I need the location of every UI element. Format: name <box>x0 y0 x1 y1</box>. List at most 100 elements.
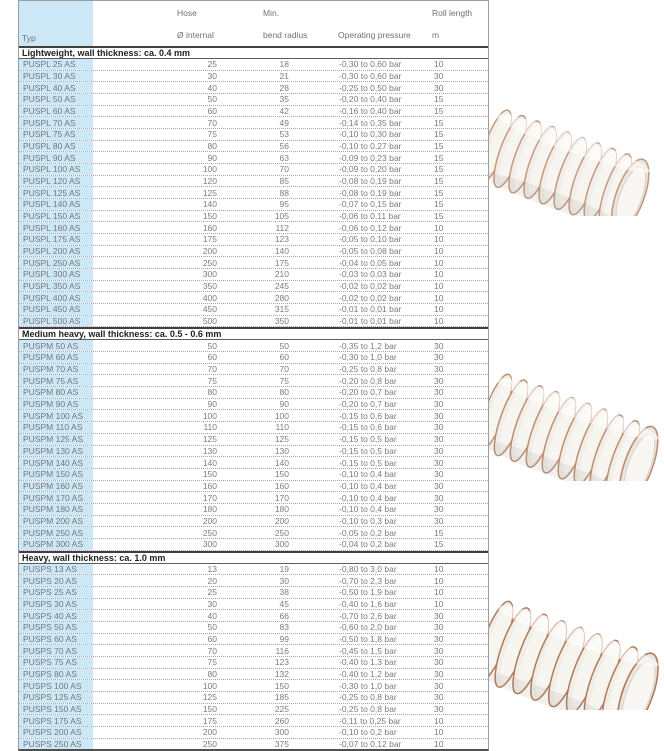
spiral-hose-photo-1 <box>489 84 664 216</box>
table-row: PUSPL 70 AS 70 49 -0,14 to 0,35 bar 15 <box>19 117 488 130</box>
cell-bend-radius: 35 <box>279 94 289 105</box>
spiral-hose-photo-3 <box>489 577 664 710</box>
cell-diameter-internal: 30 <box>207 71 217 81</box>
cell-roll-length: 30 <box>434 434 444 445</box>
table-row: PUSPL 250 AS 250 175 -0,04 to 0,05 bar 10 <box>19 257 488 270</box>
cell-operating-pressure: -0,15 to 0,5 bar <box>339 434 397 445</box>
table-row: PUSPS 13 AS 13 19 -0,80 to 3,0 bar 10 <box>19 563 488 576</box>
cell-typ: PUSPM 140 AS <box>19 457 93 468</box>
cell-diameter-internal: 160 <box>202 480 217 491</box>
cell-operating-pressure: -0,09 to 0,20 bar <box>339 164 402 175</box>
cell-operating-pressure: -0,05 to 0,2 bar <box>339 527 397 538</box>
header-diameter-internal: Ø internal <box>177 30 214 40</box>
cell-diameter-internal: 90 <box>207 399 217 410</box>
cell-diameter-internal: 140 <box>202 199 217 210</box>
cell-bend-radius: 53 <box>279 129 289 140</box>
cell-typ: PUSPL 450 AS <box>19 304 93 315</box>
cell-bend-radius: 260 <box>274 715 289 726</box>
cell-roll-length: 30 <box>434 422 444 433</box>
cell-roll-length: 30 <box>434 375 444 386</box>
cell-operating-pressure: -0,30 to 1,0 bar <box>339 680 397 691</box>
cell-diameter-internal: 300 <box>202 539 217 550</box>
cell-typ: PUSPL 25 AS <box>19 59 93 70</box>
cell-diameter-internal: 120 <box>202 176 217 187</box>
cell-operating-pressure: -0,06 to 0,11 bar <box>339 211 401 222</box>
cell-roll-length: 15 <box>434 539 444 550</box>
table-row: PUSPL 75 AS 75 53 -0,10 to 0,30 bar 15 <box>19 129 488 141</box>
cell-bend-radius: 38 <box>279 587 289 598</box>
cell-typ: PUSPL 500 AS <box>19 315 93 327</box>
cell-roll-length: 30 <box>434 71 444 81</box>
cell-diameter-internal: 60 <box>207 633 217 644</box>
cell-typ: PUSPS 70 AS <box>19 645 93 656</box>
cell-roll-length: 30 <box>434 445 444 456</box>
cell-typ: PUSPM 180 AS <box>19 503 93 515</box>
cell-operating-pressure: -0,40 to 1,6 bar <box>339 598 397 609</box>
cell-diameter-internal: 13 <box>207 563 217 574</box>
table-row: PUSPL 150 AS 150 105 -0,06 to 0,11 bar 15 <box>19 210 488 223</box>
cell-operating-pressure: -0,30 to 0,60 bar <box>339 71 402 81</box>
cell-bend-radius: 18 <box>279 59 289 70</box>
cell-operating-pressure: -0,01 to 0,01 bar <box>339 316 402 327</box>
cell-bend-radius: 70 <box>279 364 289 375</box>
cell-roll-length: 30 <box>434 657 444 668</box>
table-row: PUSPL 350 AS 350 245 -0,02 to 0,02 bar 10 <box>19 280 488 293</box>
table-row: PUSPM 250 AS 250 250 -0,05 to 0,2 bar 15 <box>19 527 488 539</box>
cell-diameter-internal: 250 <box>202 257 217 268</box>
cell-roll-length: 30 <box>434 480 444 491</box>
cell-typ: PUSPM 100 AS <box>19 410 93 422</box>
cell-typ: PUSPL 160 AS <box>19 222 93 234</box>
cell-bend-radius: 185 <box>274 692 289 703</box>
cell-diameter-internal: 70 <box>207 364 217 375</box>
cell-typ: PUSPL 140 AS <box>19 199 93 210</box>
cell-roll-length: 30 <box>434 492 444 503</box>
table-row: PUSPM 110 AS 110 110 -0,15 to 0,6 bar 30 <box>19 422 488 434</box>
cell-roll-length: 10 <box>434 269 444 280</box>
cell-diameter-internal: 175 <box>202 234 217 245</box>
cell-bend-radius: 42 <box>279 106 289 117</box>
cell-typ: PUSPM 160 AS <box>19 480 93 492</box>
cell-roll-length: 10 <box>434 598 444 609</box>
cell-operating-pressure: -0,15 to 0,5 bar <box>339 457 397 468</box>
cell-bend-radius: 30 <box>279 575 289 586</box>
table-row: PUSPL 60 AS 60 42 -0,16 to 0,40 bar 15 <box>19 105 488 118</box>
cell-roll-length: 30 <box>434 364 444 375</box>
cell-typ: PUSPL 60 AS <box>19 105 93 117</box>
cell-roll-length: 30 <box>434 703 444 714</box>
table-row: PUSPL 175 AS 175 123 -0,05 to 0,10 bar 10 <box>19 234 488 246</box>
table-row: PUSPM 300 AS 300 300 -0,04 to 0,2 bar 15 <box>19 538 488 551</box>
cell-diameter-internal: 160 <box>202 222 217 233</box>
cell-typ: PUSPL 50 AS <box>19 94 93 105</box>
cell-roll-length: 10 <box>434 575 444 586</box>
table-row: PUSPM 90 AS 90 90 -0,20 to 0,7 bar 30 <box>19 398 488 411</box>
cell-operating-pressure: -0,10 to 0,3 bar <box>339 515 397 526</box>
cell-operating-pressure: -0,11 to 0,25 bar <box>339 715 401 726</box>
cell-diameter-internal: 80 <box>207 141 217 152</box>
cell-bend-radius: 85 <box>279 176 289 187</box>
cell-bend-radius: 49 <box>279 117 289 128</box>
cell-typ: PUSPS 50 AS <box>19 621 93 633</box>
cell-typ: PUSPL 40 AS <box>19 82 93 94</box>
cell-operating-pressure: -0,60 to 2,0 bar <box>339 622 397 633</box>
cell-operating-pressure: -0,04 to 0,05 bar <box>339 257 402 268</box>
cell-diameter-internal: 90 <box>207 152 217 163</box>
section-header: Medium heavy, wall thickness: ca. 0.5 - … <box>19 327 488 341</box>
cell-operating-pressure: -0,30 to 0,60 bar <box>339 59 402 70</box>
cell-diameter-internal: 60 <box>207 106 217 117</box>
cell-diameter-internal: 200 <box>202 515 217 526</box>
cell-roll-length: 30 <box>434 352 444 363</box>
cell-roll-length: 10 <box>434 715 444 726</box>
cell-operating-pressure: -0,10 to 0,4 bar <box>339 480 397 491</box>
cell-bend-radius: 130 <box>274 445 289 456</box>
cell-diameter-internal: 100 <box>202 680 217 691</box>
cell-roll-length: 10 <box>434 738 444 749</box>
table-row: PUSPM 125 AS 125 125 -0,15 to 0,5 bar 30 <box>19 433 488 446</box>
cell-roll-length: 30 <box>434 515 444 526</box>
cell-operating-pressure: -0,04 to 0,2 bar <box>339 539 397 550</box>
table-row: PUSPM 140 AS 140 140 -0,15 to 0,5 bar 30 <box>19 457 488 469</box>
cell-bend-radius: 21 <box>279 71 289 81</box>
cell-diameter-internal: 400 <box>202 292 217 303</box>
cell-roll-length: 10 <box>434 563 444 574</box>
cell-diameter-internal: 100 <box>202 164 217 175</box>
